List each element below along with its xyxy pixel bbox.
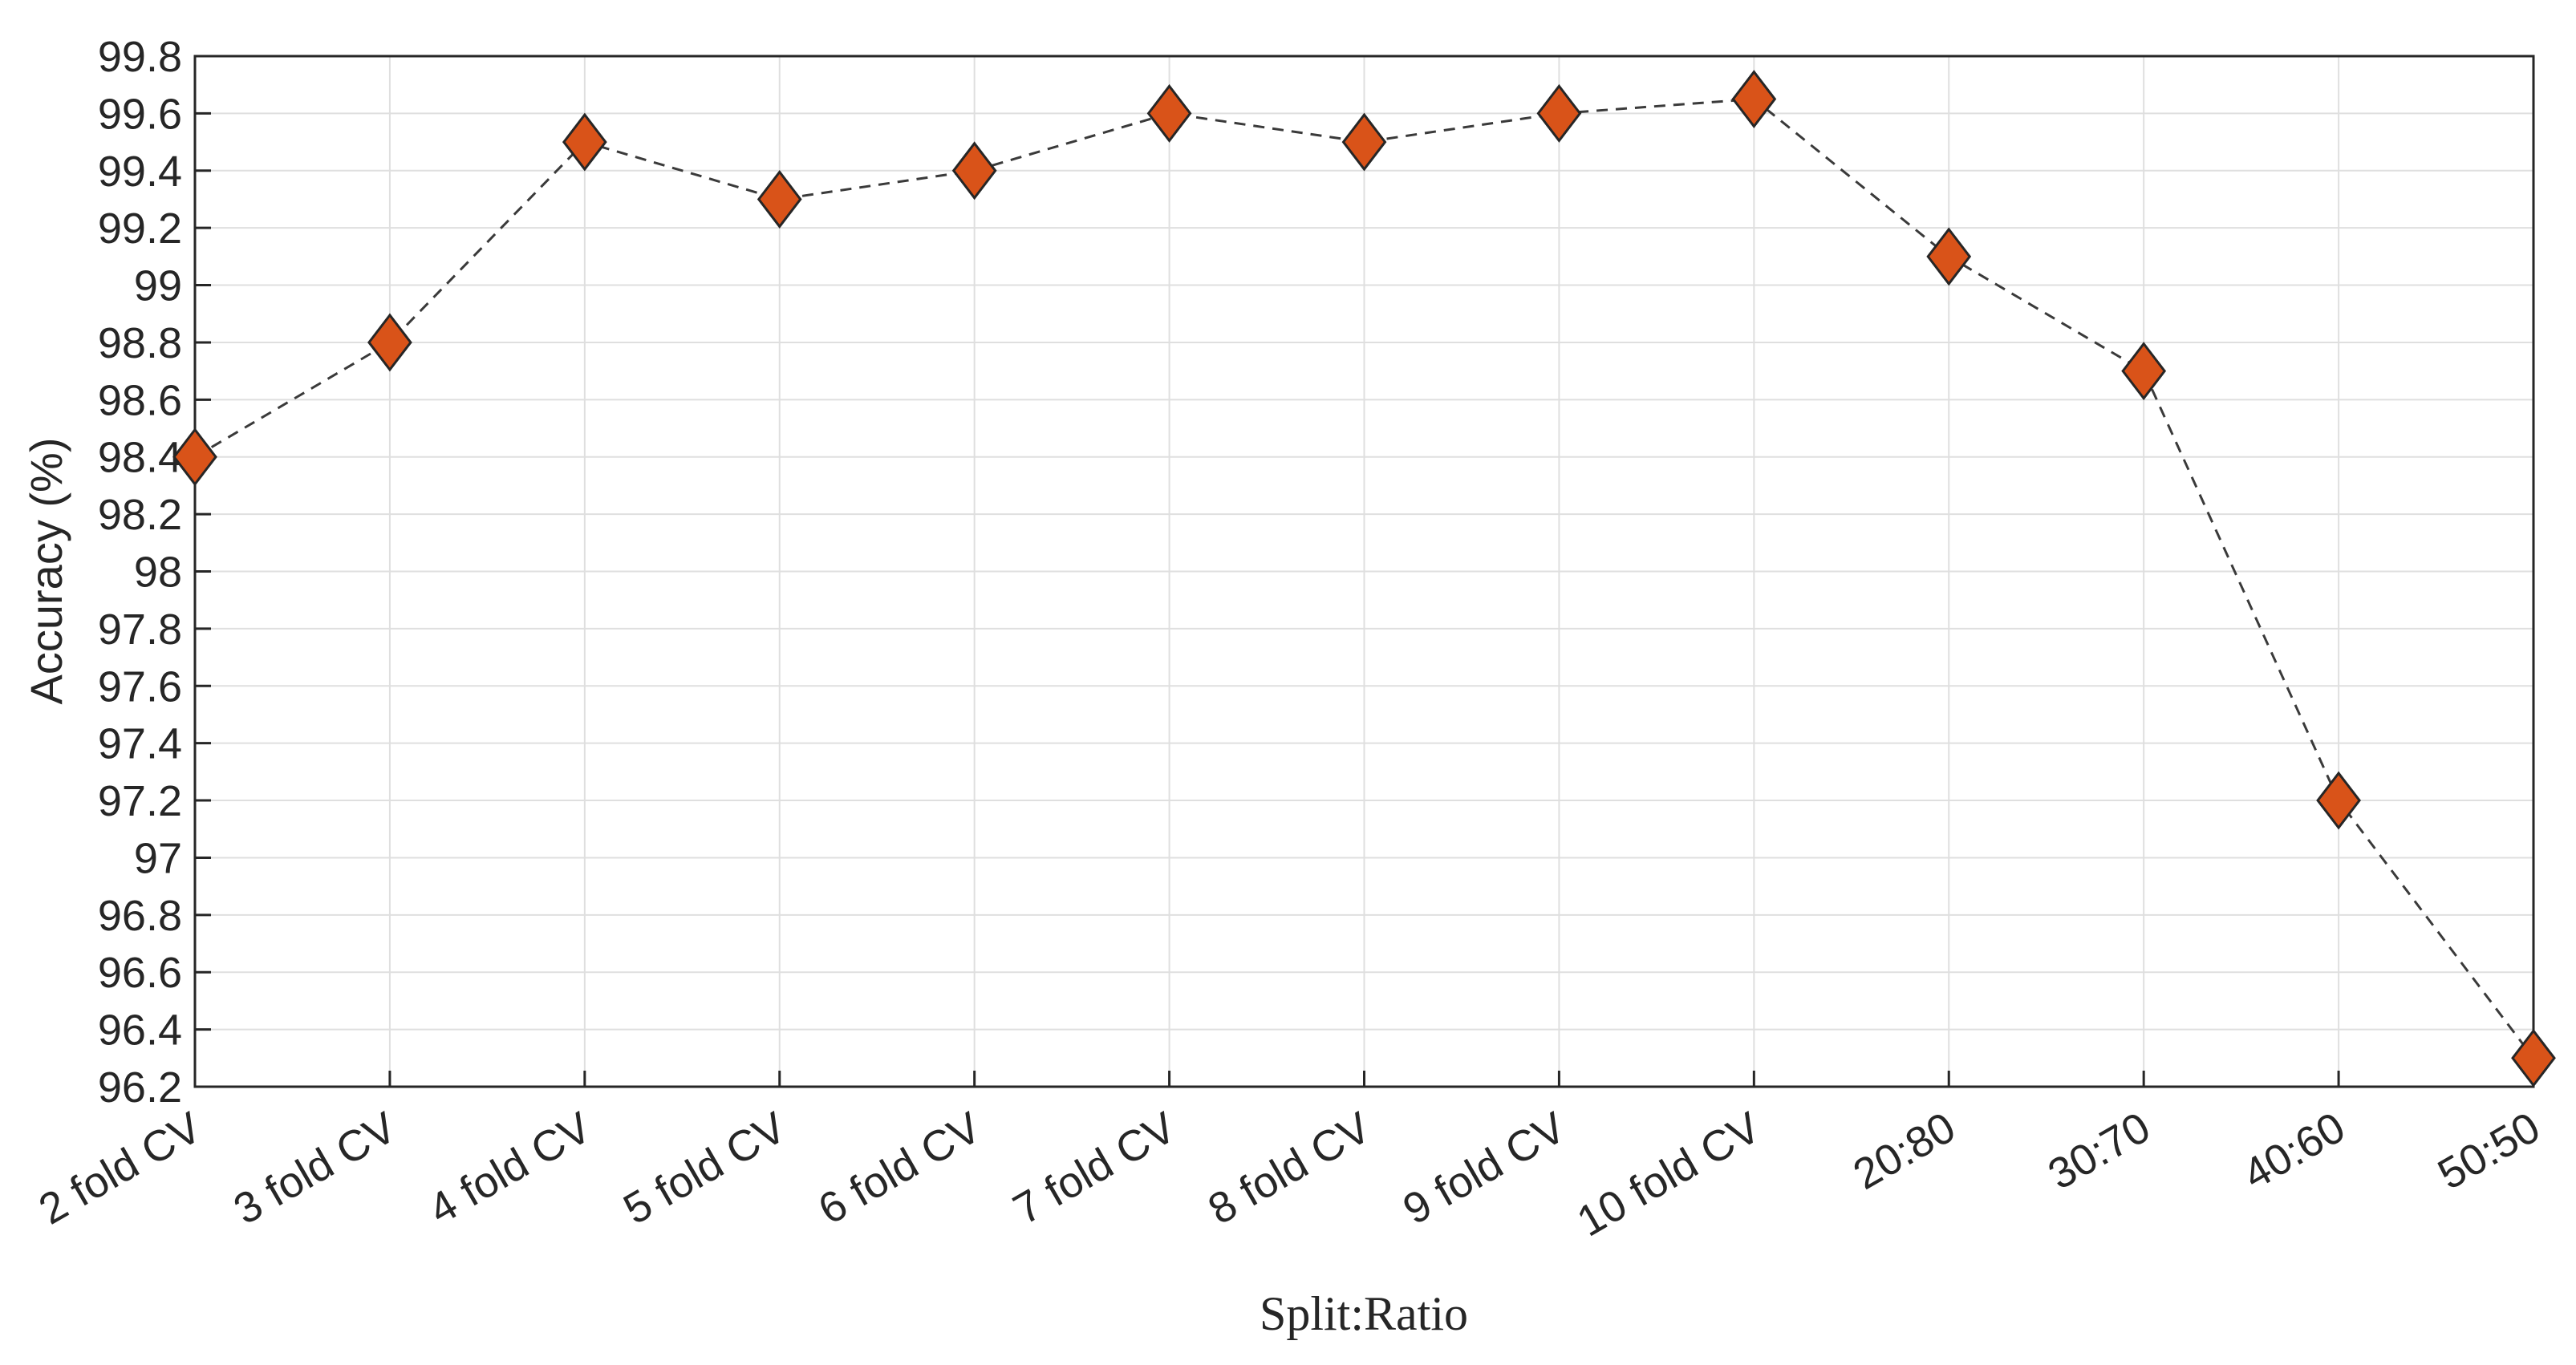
y-tick-labels: 96.2 96.4 96.6 96.8 97 97.2 97.4 97.6 97.8 98 98.2… (98, 33, 182, 1112)
x-tick-label: 10 fold CV (1569, 1103, 1768, 1246)
y-tick-label: 97.4 (98, 720, 182, 768)
series-layer (172, 70, 2556, 1088)
data-point-marker (2121, 342, 2167, 401)
y-tick-label: 99.2 (98, 205, 182, 253)
x-tick-label: 2 fold CV (31, 1103, 209, 1233)
y-tick-label: 97.6 (98, 662, 182, 711)
y-tick-label: 99 (134, 262, 182, 310)
x-tick-label: 4 fold CV (420, 1103, 598, 1233)
y-tick-label: 99.4 (98, 148, 182, 196)
x-tick-label: 9 fold CV (1395, 1103, 1573, 1233)
x-tick-label: 20:80 (1845, 1103, 1963, 1199)
x-tick-label: 30:70 (2040, 1103, 2158, 1199)
x-tick-label: 8 fold CV (1200, 1103, 1378, 1233)
y-tick-label: 98.4 (98, 434, 182, 482)
y-tick-label: 99.8 (98, 33, 182, 81)
y-tick-label: 99.6 (98, 90, 182, 138)
y-tick-label: 98.2 (98, 491, 182, 539)
data-point-marker (2316, 771, 2361, 830)
data-point-marker (1146, 83, 1192, 143)
data-point-marker (1536, 83, 1582, 143)
y-tick-label: 96.2 (98, 1063, 182, 1112)
data-point-marker (757, 170, 802, 229)
x-tick-label: 5 fold CV (615, 1103, 793, 1233)
data-point-marker (1731, 70, 1777, 129)
data-point-marker (2511, 1028, 2556, 1088)
x-tick-label: 3 fold CV (226, 1103, 404, 1233)
data-point-marker (1341, 112, 1387, 172)
y-tick-label: 96.4 (98, 1007, 182, 1055)
y-axis-label: Accuracy (%) (21, 438, 71, 705)
y-tick-label: 98.8 (98, 319, 182, 367)
data-point-marker (951, 141, 997, 200)
x-tick-labels: 2 fold CV 3 fold CV 4 fold CV 5 fold CV 6 fo… (31, 1103, 2548, 1246)
y-tick-label: 98.6 (98, 376, 182, 424)
x-tick-label: 7 fold CV (1005, 1103, 1183, 1233)
data-point-marker (172, 427, 217, 487)
y-tick-label: 97.2 (98, 777, 182, 825)
x-tick-label: 50:50 (2430, 1103, 2548, 1199)
x-tick-label: 40:60 (2235, 1103, 2353, 1199)
data-point-marker (562, 112, 607, 172)
data-point-marker (1926, 227, 1972, 286)
x-tick-label: 6 fold CV (810, 1103, 988, 1233)
data-point-marker (367, 313, 412, 372)
y-tick-label: 96.6 (98, 949, 182, 997)
y-tick-label: 97 (134, 834, 182, 882)
grid-lines (194, 55, 2534, 1088)
y-tick-label: 98 (134, 549, 182, 597)
x-axis-label: Split:Ratio (1260, 1287, 1468, 1340)
y-tick-label: 97.8 (98, 606, 182, 654)
y-tick-label: 96.8 (98, 892, 182, 940)
